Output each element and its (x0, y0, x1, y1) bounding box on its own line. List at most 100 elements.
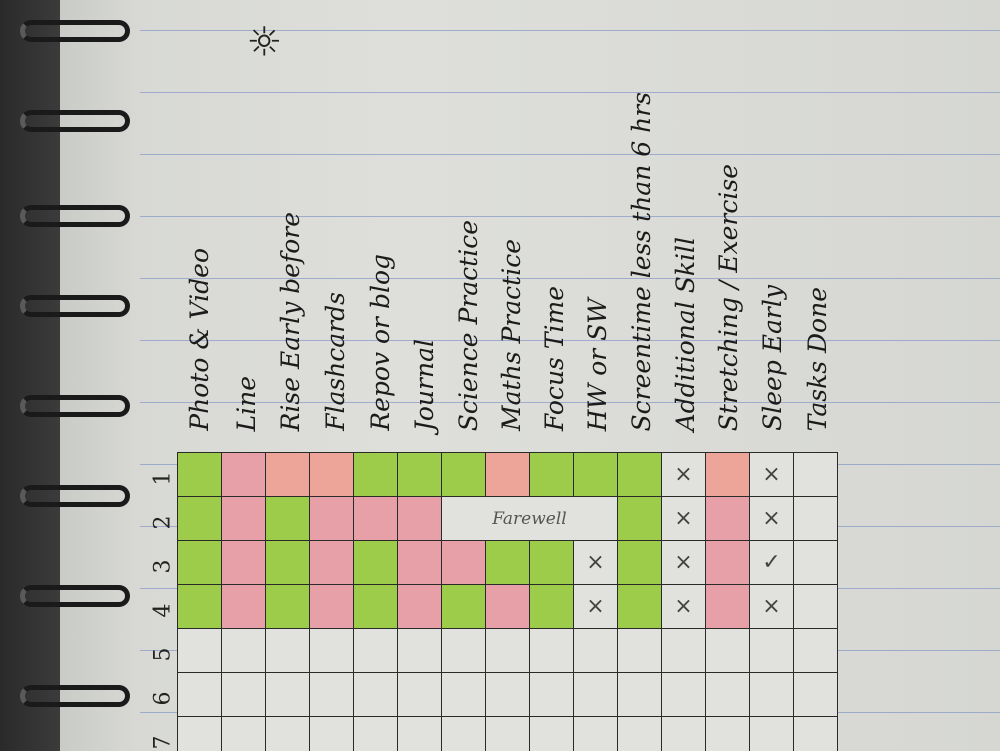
column-label: Photo & Video (185, 248, 214, 431)
cell-missed (309, 496, 354, 541)
cell-missed (397, 584, 442, 629)
cell-missed (705, 540, 750, 585)
cell-empty (353, 716, 398, 751)
cell-empty (529, 628, 574, 673)
spiral-ring (20, 20, 130, 42)
cell-missed (441, 540, 486, 585)
table-row (177, 716, 838, 751)
cell-empty (177, 672, 222, 717)
cell-empty (529, 672, 574, 717)
table-row: × × ✓ (177, 540, 838, 585)
cell-empty (353, 672, 398, 717)
cell-done (353, 540, 398, 585)
cell-missed (265, 452, 310, 497)
column-label: Journal (410, 338, 439, 431)
spiral-ring (20, 295, 130, 317)
spiral-ring (20, 585, 130, 607)
ruled-line (140, 154, 1000, 155)
ruled-line (140, 278, 1000, 279)
cell-empty (793, 452, 838, 497)
cell-empty (617, 628, 662, 673)
cell-missed (705, 452, 750, 497)
cell-mark: × (749, 452, 794, 497)
cell-done (177, 496, 222, 541)
ruled-line (140, 92, 1000, 93)
cell-empty (353, 628, 398, 673)
cell-empty (397, 672, 442, 717)
cell-missed (485, 584, 530, 629)
cell-empty (485, 672, 530, 717)
spiral-ring (20, 685, 130, 707)
column-label: Additional Skill (671, 236, 700, 431)
spiral-ring (20, 395, 130, 417)
table-row: × × × (177, 584, 838, 629)
cell-empty (221, 716, 266, 751)
table-row: Farewell × × (177, 496, 838, 541)
cell-mark: × (661, 452, 706, 497)
cell-done (265, 540, 310, 585)
cell-empty (793, 584, 838, 629)
cell-empty (397, 716, 442, 751)
cell-empty (749, 628, 794, 673)
cell-empty (265, 672, 310, 717)
cell-done (529, 540, 574, 585)
cell-mark: × (573, 584, 618, 629)
column-label: Science Practice (454, 219, 483, 431)
row-number: 7 (150, 735, 176, 750)
column-label: Maths Practice (497, 239, 526, 431)
cell-empty (793, 672, 838, 717)
column-label: Flashcards (321, 292, 350, 431)
cell-mark: × (749, 584, 794, 629)
sun-icon: ☼ (242, 23, 289, 59)
column-label: Repov or blog (366, 254, 395, 431)
cell-missed (397, 496, 442, 541)
cell-done (265, 584, 310, 629)
cell-mark: × (661, 496, 706, 541)
cell-missed (221, 496, 266, 541)
cell-empty (617, 716, 662, 751)
cell-empty (749, 672, 794, 717)
cell-empty (441, 628, 486, 673)
cell-empty (485, 628, 530, 673)
row-number: 5 (150, 647, 176, 662)
column-label: Screentime less than 6 hrs (627, 91, 656, 432)
cell-empty (485, 716, 530, 751)
cell-empty (705, 628, 750, 673)
cell-missed (485, 452, 530, 497)
cell-empty (265, 716, 310, 751)
cell-mark: × (573, 540, 618, 585)
ruled-line (140, 216, 1000, 217)
cell-empty (265, 628, 310, 673)
cell-empty (573, 628, 618, 673)
note-cell: Farewell (441, 496, 618, 541)
cell-done (177, 584, 222, 629)
cell-missed (221, 452, 266, 497)
cell-empty (309, 628, 354, 673)
cell-mark: ✓ (749, 540, 794, 585)
cell-empty (793, 716, 838, 751)
cell-mark: × (661, 584, 706, 629)
cell-empty (793, 496, 838, 541)
cell-missed (309, 452, 354, 497)
cell-missed (221, 584, 266, 629)
cell-empty (397, 628, 442, 673)
cell-empty (221, 628, 266, 673)
ruled-line (140, 30, 1000, 31)
table-row: × × (177, 452, 838, 497)
cell-done (617, 496, 662, 541)
row-number: 3 (150, 559, 176, 574)
row-number: 4 (150, 603, 176, 618)
cell-mark: × (661, 540, 706, 585)
column-label: Line (232, 375, 261, 432)
cell-done (617, 540, 662, 585)
habit-tracker-grid: × × Farewell × × × × ✓ × × × (177, 452, 838, 751)
cell-done (617, 452, 662, 497)
cell-done (485, 540, 530, 585)
column-label: Rise Early before (276, 211, 305, 431)
cell-done (397, 452, 442, 497)
cell-done (529, 452, 574, 497)
cell-empty (177, 716, 222, 751)
column-label: HW or SW (583, 297, 612, 431)
cell-empty (309, 672, 354, 717)
